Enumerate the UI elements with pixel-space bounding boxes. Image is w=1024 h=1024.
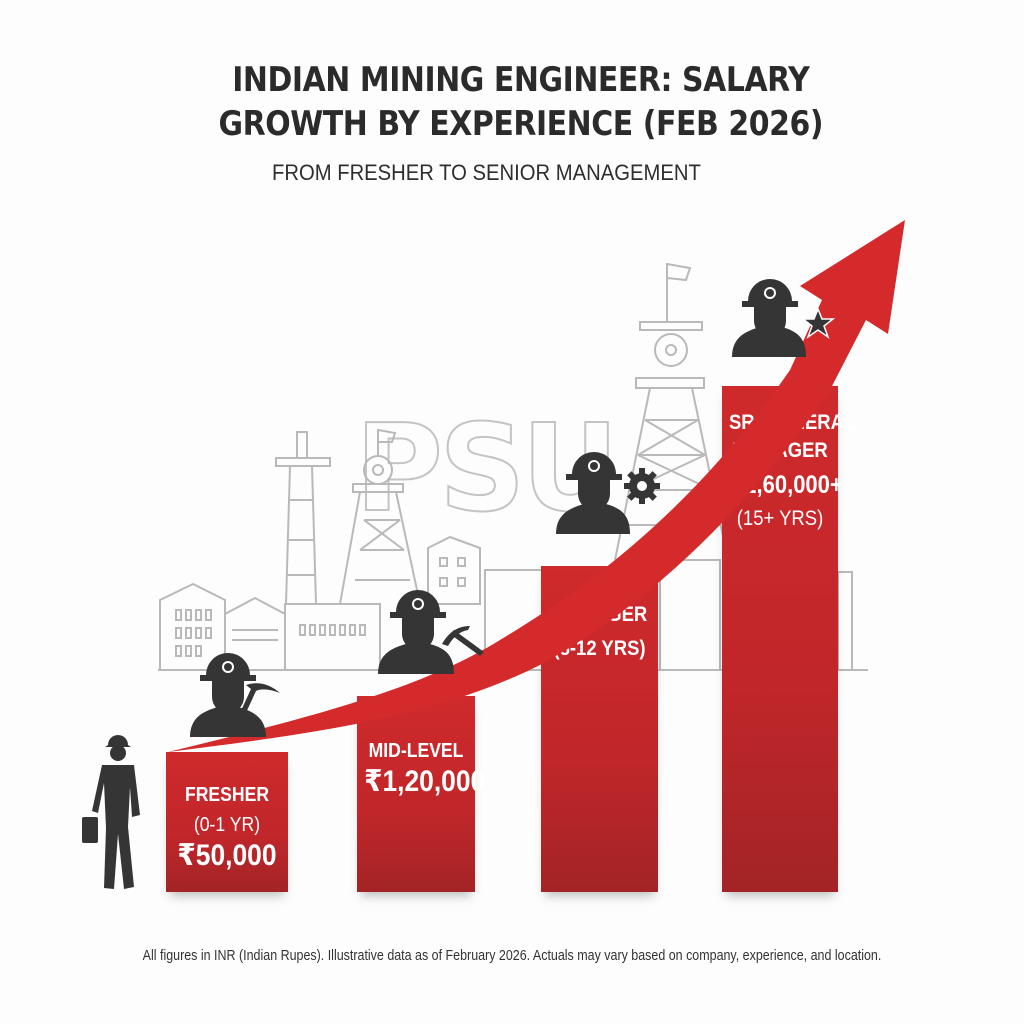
star-icon — [800, 306, 836, 339]
chart-title: INDIAN MINING ENGINEER: SALARY GROWTH BY… — [61, 58, 980, 146]
bar-fresher: FRESHER (0-1 YR) ₹50,000 — [166, 752, 288, 892]
title-line-1: INDIAN MINING ENGINEER: SALARY — [232, 60, 810, 100]
miner-fresher-icon — [190, 653, 280, 737]
bar-mid-level: MID-LEVEL ₹1,20,000 — [357, 696, 486, 892]
miner-mid-level-icon — [378, 590, 484, 674]
title-line-2: GROWTH BY EXPERIENCE (FEB 2026) — [218, 104, 824, 144]
bar-sgm-experience: (15+ YRS) — [736, 507, 824, 530]
miner-senior-icon — [732, 279, 836, 357]
bar-mid-level-label: MID-LEVEL — [368, 740, 464, 762]
bar-fresher-experience: (0-1 YR) — [193, 814, 261, 836]
bar-fresher-salary: ₹50,000 — [177, 839, 277, 872]
footnote: All figures in INR (Indian Rupes). Illus… — [142, 948, 882, 964]
gear-icon — [624, 468, 660, 504]
chart-subtitle: FROM FRESHER TO SENIOR MANAGEMENT — [272, 160, 701, 185]
bar-fresher-label: FRESHER — [184, 784, 270, 806]
bar-mid-level-salary: ₹1,20,000 — [364, 765, 486, 798]
miner-standing-icon — [82, 735, 140, 889]
miner-manager-icon — [556, 452, 660, 534]
